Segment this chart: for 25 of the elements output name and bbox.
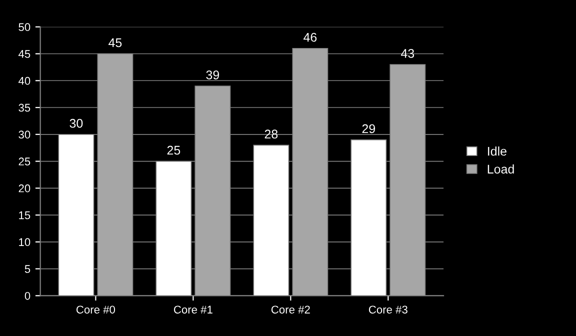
- data-label: 28: [264, 130, 278, 139]
- data-label: 46: [303, 32, 317, 42]
- x-tick-label: Core #1: [174, 306, 212, 314]
- legend-label: Load: [488, 164, 514, 174]
- data-label: 39: [206, 70, 220, 80]
- data-label: 30: [70, 118, 83, 128]
- y-tick-label: 20: [18, 184, 30, 192]
- y-tick-label: 10: [19, 238, 30, 246]
- x-tick-label: Core #3: [368, 306, 408, 314]
- y-tick-label: 25: [18, 158, 30, 166]
- y-tick-label: 15: [19, 211, 30, 220]
- legend-label: Idle: [488, 146, 506, 156]
- y-tick-label: 50: [18, 23, 30, 32]
- data-label: 25: [167, 146, 180, 155]
- data-label: 29: [362, 124, 376, 134]
- x-tick-label: Core #0: [76, 306, 116, 314]
- y-tick-label: 30: [18, 130, 30, 139]
- y-tick-label: 35: [18, 104, 30, 112]
- y-tick-label: 0: [24, 292, 30, 300]
- data-label: 43: [400, 49, 414, 58]
- y-tick-label: 45: [18, 50, 30, 58]
- y-tick-label: 5: [24, 265, 30, 273]
- y-tick-label: 40: [18, 76, 30, 85]
- data-label: 45: [108, 38, 122, 48]
- x-tick-label: Core #2: [271, 306, 310, 314]
